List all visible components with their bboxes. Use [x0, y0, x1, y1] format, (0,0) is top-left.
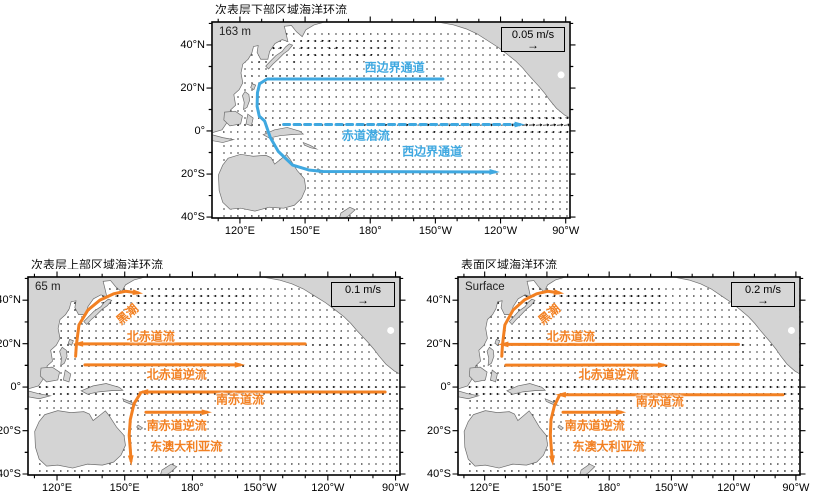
- lat-tick-label: 20°N: [0, 337, 21, 350]
- current-label: 东澳大利亚流: [572, 439, 645, 454]
- lat-tick-label: 40°S: [427, 468, 451, 480]
- current-label: 东澳大利亚流: [150, 439, 223, 454]
- lon-tick-label: 150°E: [290, 225, 321, 237]
- lon-tick-label: 150°W: [243, 482, 277, 494]
- current-label: 黑潮: [113, 300, 141, 328]
- current-label: 北赤道流: [546, 329, 595, 344]
- lon-tick-label: 120°E: [41, 482, 73, 494]
- current-label: 南赤道逆流: [146, 418, 207, 432]
- lon-tick-label: 180°: [597, 482, 621, 494]
- lon-tick-label: 150°W: [654, 482, 688, 494]
- panel-subsurface-upper: 次表层上部区域海洋环流 65 m 0.1 m/s → 黑潮 北赤道流 北赤道逆流 南赤…: [0, 255, 431, 498]
- depth-label: Surface: [465, 281, 505, 293]
- current-label: 西边界通道: [364, 60, 425, 75]
- lon-tick-label: 120°E: [469, 482, 500, 494]
- lat-tick-label: 0°: [440, 381, 451, 394]
- lat-tick-label: 20°S: [427, 424, 451, 437]
- panel-title: 次表层下部区域海洋环流: [215, 3, 348, 17]
- lon-tick-label: 90°W: [552, 225, 580, 237]
- lat-tick-label: 40°N: [0, 294, 21, 307]
- scale-arrow-icon: →: [357, 292, 369, 307]
- lon-tick-label: 150°E: [531, 482, 562, 494]
- lat-tick-label: 0°: [194, 124, 205, 137]
- scale-value: 0.2 m/s: [744, 284, 782, 296]
- scale-legend: 0.05 m/s →: [501, 27, 565, 52]
- depth-label: 65 m: [35, 281, 61, 293]
- map-overlay: 65 m 0.1 m/s → 黑潮 北赤道流北赤道逆流 南赤道流 南赤道逆流东澳大利亚…: [0, 277, 409, 494]
- scale-arrow-icon: →: [527, 37, 539, 52]
- lat-tick-label: 40°S: [181, 211, 205, 224]
- lat-tick-label: 20°N: [426, 337, 451, 350]
- lon-tick-label: 150°E: [109, 482, 140, 494]
- current-label: 南赤道逆流: [564, 418, 625, 432]
- depth-label: 163 m: [219, 26, 251, 38]
- lon-tick-label: 150°W: [418, 225, 452, 237]
- panel-subsurface-lower: 次表层下部区域海洋环流 163 m 0.05 m/s → 西边界通道 赤道潜流 西边…: [160, 0, 600, 250]
- current-label: 赤道潜流: [341, 128, 390, 143]
- scale-legend: 0.2 m/s →: [731, 282, 795, 307]
- lon-tick-label: 120°W: [311, 482, 345, 494]
- current-label: 南赤道流: [635, 394, 684, 409]
- scale-value: 0.1 m/s: [344, 284, 382, 296]
- lat-tick-label: 0°: [10, 381, 21, 394]
- panel-title: 表面区域海洋环流: [461, 258, 558, 272]
- map-overlay: 163 m 0.05 m/s → 西边界通道 赤道潜流 西边界通道 120°E 150…: [180, 22, 579, 237]
- lon-tick-label: 120°W: [483, 225, 518, 237]
- current-label: 南赤道流: [216, 392, 265, 407]
- lat-tick-label: 40°N: [426, 294, 451, 307]
- current-label: 北赤道流: [126, 329, 175, 344]
- panel-surface: 表面区域海洋环流 Surface 0.2 m/s → 黑潮 北赤道流北赤道逆流南赤…: [406, 255, 821, 498]
- lon-tick-label: 90°W: [382, 482, 410, 494]
- lon-tick-label: 180°: [181, 482, 204, 494]
- current-label: 北赤道逆流: [146, 367, 207, 382]
- current-label: 黑潮: [535, 300, 563, 328]
- lat-tick-label: 20°S: [181, 168, 205, 181]
- lon-tick-label: 180°: [358, 225, 382, 237]
- scale-legend: 0.1 m/s →: [331, 282, 395, 307]
- current-label: 北赤道逆流: [578, 367, 639, 382]
- current-label: 西边界通道: [402, 144, 463, 159]
- lat-tick-label: 20°N: [180, 82, 205, 95]
- lon-tick-label: 90°W: [782, 482, 810, 494]
- lon-tick-label: 120°W: [717, 482, 751, 494]
- scale-value: 0.05 m/s: [511, 29, 555, 41]
- lat-tick-label: 40°N: [180, 38, 205, 51]
- lon-tick-label: 120°E: [224, 225, 255, 237]
- map-overlay: Surface 0.2 m/s → 黑潮 北赤道流北赤道逆流南赤道流 南赤道逆流东澳…: [426, 277, 809, 494]
- lat-tick-label: 20°S: [0, 424, 21, 437]
- lat-tick-label: 40°S: [0, 468, 21, 480]
- scale-arrow-icon: →: [757, 292, 769, 307]
- panel-title: 次表层上部区域海洋环流: [31, 258, 164, 272]
